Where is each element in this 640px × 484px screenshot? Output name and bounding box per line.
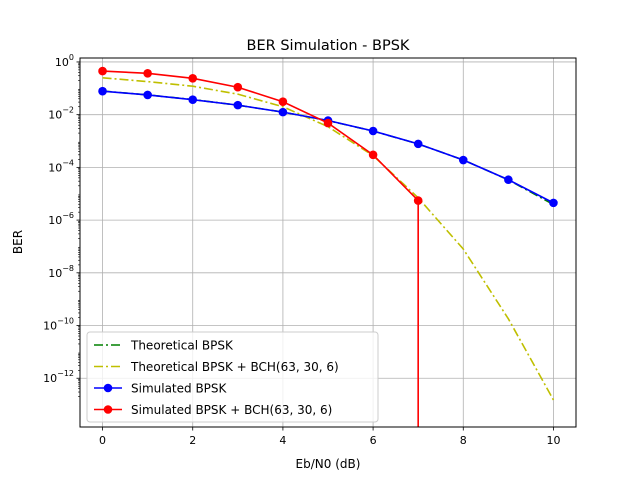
y-tick-label: 10−4 — [48, 158, 74, 174]
series-point-4 — [233, 82, 243, 92]
legend-label: Simulated BPSK — [131, 382, 228, 396]
series-point-3 — [458, 155, 468, 165]
legend-label: Theoretical BPSK + BCH(63, 30, 6) — [130, 360, 339, 374]
series-point-4 — [278, 97, 288, 107]
series-point-4 — [188, 73, 198, 83]
legend-swatch-marker — [103, 405, 113, 414]
plot-area — [98, 66, 558, 427]
chart-title: BER Simulation - BPSK — [247, 38, 410, 54]
x-tick-label: 6 — [370, 434, 377, 447]
x-axis-label: Eb/N0 (dB) — [296, 457, 361, 471]
series-line-2 — [102, 77, 555, 401]
series-point-4 — [143, 69, 152, 78]
y-tick-label: 100 — [55, 53, 74, 69]
series-point-4 — [98, 66, 107, 76]
x-tick-label: 8 — [460, 434, 467, 447]
legend-swatch-marker — [103, 383, 113, 393]
legend: Theoretical BPSK Theoretical BPSK + BCH(6… — [86, 331, 379, 423]
series-point-3 — [413, 139, 423, 149]
x-axis-ticks: 0 2 4 6 8 10 — [99, 427, 560, 447]
series-point-4 — [413, 196, 423, 205]
x-tick-label: 4 — [279, 434, 286, 447]
y-axis-ticks: 100 10−2 10−4 10−6 10−8 10−10 10−12 — [43, 53, 80, 397]
x-tick-label: 2 — [189, 434, 196, 447]
legend-label: Theoretical BPSK — [130, 339, 234, 353]
y-tick-label: 10−6 — [48, 211, 74, 227]
y-tick-label: 10−2 — [48, 106, 74, 122]
series-point-4 — [323, 118, 333, 128]
series-point-3 — [98, 86, 107, 96]
series-point-3 — [143, 90, 152, 100]
series-point-3 — [368, 126, 378, 136]
grid-lines — [80, 58, 576, 427]
y-tick-label: 10−8 — [48, 264, 74, 280]
legend-box — [86, 331, 379, 423]
y-tick-label: 10−12 — [43, 369, 74, 385]
y-tick-label: 10−10 — [43, 317, 74, 333]
series-group — [98, 66, 558, 427]
series-point-3 — [549, 198, 558, 208]
series-point-4 — [368, 150, 378, 160]
x-tick-label: 0 — [99, 434, 106, 447]
plot-frame — [79, 57, 577, 428]
series-point-3 — [188, 95, 198, 104]
series-point-3 — [278, 107, 288, 117]
y-axis-label: BER — [11, 230, 25, 254]
series-point-3 — [504, 175, 513, 185]
legend-label: Simulated BPSK + BCH(63, 30, 6) — [131, 403, 332, 417]
series-point-3 — [233, 100, 243, 110]
x-tick-label: 10 — [546, 434, 560, 447]
